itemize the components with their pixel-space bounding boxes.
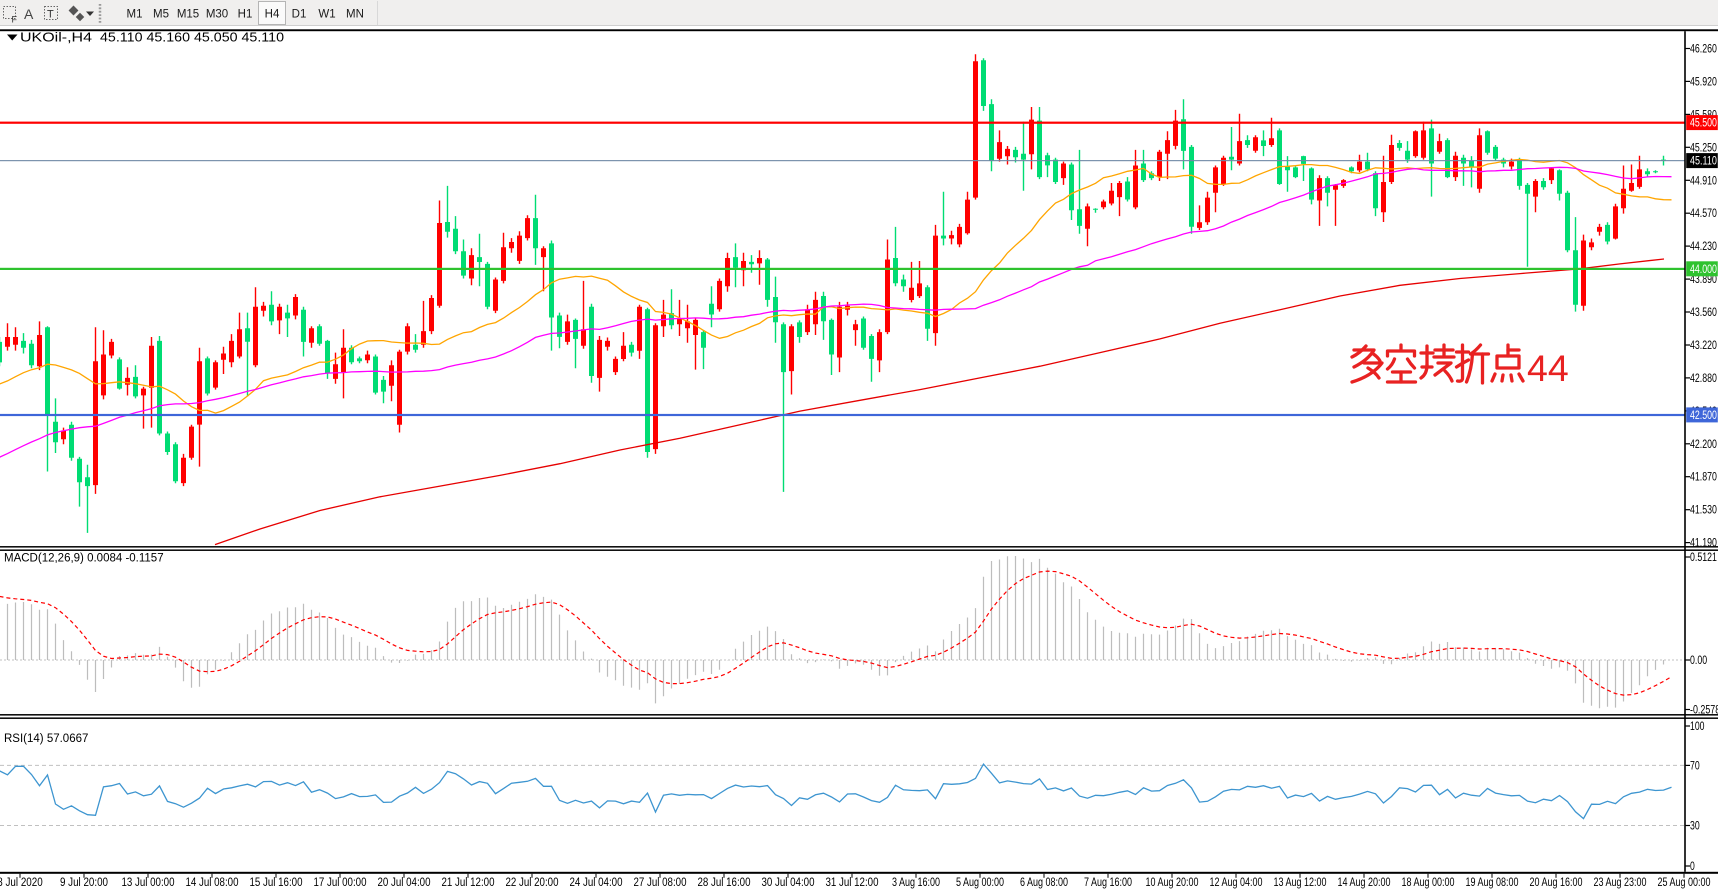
svg-text:20 Jul 04:00: 20 Jul 04:00 <box>378 877 431 889</box>
svg-text:31 Jul 12:00: 31 Jul 12:00 <box>826 877 879 889</box>
svg-text:0: 0 <box>1690 861 1695 873</box>
svg-text:3 Aug 16:00: 3 Aug 16:00 <box>892 877 940 889</box>
svg-text:H1: H1 <box>238 9 253 21</box>
svg-text:10 Aug 20:00: 10 Aug 20:00 <box>1146 877 1199 889</box>
svg-text:T: T <box>47 9 54 21</box>
svg-text:17 Jul 00:00: 17 Jul 00:00 <box>314 877 367 889</box>
svg-text:M30: M30 <box>206 9 228 21</box>
svg-text:30: 30 <box>1690 821 1700 833</box>
svg-text:M5: M5 <box>153 9 169 21</box>
svg-text:43.890: 43.890 <box>1690 274 1717 286</box>
svg-text:6 Aug 08:00: 6 Aug 08:00 <box>1020 877 1068 889</box>
svg-text:D1: D1 <box>292 9 307 21</box>
svg-text:0.5121: 0.5121 <box>1690 552 1717 564</box>
svg-text:70: 70 <box>1690 760 1700 772</box>
svg-text:12 Aug 04:00: 12 Aug 04:00 <box>1210 877 1263 889</box>
svg-text:H4: H4 <box>265 9 280 21</box>
svg-text:42.500: 42.500 <box>1690 410 1717 422</box>
svg-text:20 Aug 16:00: 20 Aug 16:00 <box>1530 877 1583 889</box>
svg-text:24 Jul 04:00: 24 Jul 04:00 <box>570 877 623 889</box>
svg-text:27 Jul 08:00: 27 Jul 08:00 <box>634 877 687 889</box>
svg-text:43.560: 43.560 <box>1690 307 1717 319</box>
svg-text:9 Jul 20:00: 9 Jul 20:00 <box>60 877 108 889</box>
svg-text:A: A <box>24 6 34 22</box>
svg-text:MN: MN <box>346 9 364 21</box>
svg-text:RSI(14) 57.0667: RSI(14) 57.0667 <box>4 733 88 745</box>
svg-text:45.250: 45.250 <box>1690 142 1717 154</box>
svg-text:28 Jul 16:00: 28 Jul 16:00 <box>698 877 751 889</box>
svg-text:5 Aug 00:00: 5 Aug 00:00 <box>956 877 1004 889</box>
svg-text:7 Aug 16:00: 7 Aug 16:00 <box>1084 877 1132 889</box>
svg-text:14 Aug 20:00: 14 Aug 20:00 <box>1338 877 1391 889</box>
svg-text:F: F <box>12 15 18 25</box>
svg-text:22 Jul 20:00: 22 Jul 20:00 <box>506 877 559 889</box>
svg-text:19 Aug 08:00: 19 Aug 08:00 <box>1466 877 1519 889</box>
svg-text:13 Jul 00:00: 13 Jul 00:00 <box>122 877 175 889</box>
svg-text:45.110: 45.110 <box>1690 156 1717 168</box>
svg-text:100: 100 <box>1690 721 1705 733</box>
svg-text:30 Jul 04:00: 30 Jul 04:00 <box>762 877 815 889</box>
svg-text:18 Aug 00:00: 18 Aug 00:00 <box>1402 877 1455 889</box>
svg-text:45.500: 45.500 <box>1690 118 1717 130</box>
svg-text:14 Jul 08:00: 14 Jul 08:00 <box>186 877 239 889</box>
svg-text:45.920: 45.920 <box>1690 76 1717 88</box>
svg-text:43.220: 43.220 <box>1690 340 1717 352</box>
svg-text:W1: W1 <box>318 9 335 21</box>
svg-text:41.190: 41.190 <box>1690 538 1717 550</box>
svg-text:MACD(12,26,9) 0.0084 -0.1157: MACD(12,26,9) 0.0084 -0.1157 <box>4 553 164 565</box>
svg-text:44.910: 44.910 <box>1690 175 1717 187</box>
svg-text:44.570: 44.570 <box>1690 208 1717 220</box>
svg-text:M1: M1 <box>127 9 143 21</box>
svg-text:23 Aug 23:00: 23 Aug 23:00 <box>1594 877 1647 889</box>
svg-text:UKOil-,H4: UKOil-,H4 <box>20 31 92 45</box>
svg-text:46.260: 46.260 <box>1690 44 1717 56</box>
svg-text:8 Jul 2020: 8 Jul 2020 <box>0 877 43 889</box>
svg-text:-0.2578: -0.2578 <box>1690 705 1718 717</box>
svg-text:0.00: 0.00 <box>1690 655 1707 667</box>
svg-text:44.000: 44.000 <box>1690 264 1717 276</box>
svg-text:21 Jul 12:00: 21 Jul 12:00 <box>442 877 495 889</box>
svg-text:44.230: 44.230 <box>1690 241 1717 253</box>
svg-text:42.200: 42.200 <box>1690 439 1717 451</box>
svg-text:M15: M15 <box>177 9 199 21</box>
svg-text:13 Aug 12:00: 13 Aug 12:00 <box>1274 877 1327 889</box>
svg-text:41.870: 41.870 <box>1690 472 1717 484</box>
svg-text:25 Aug 00:00: 25 Aug 00:00 <box>1658 877 1711 889</box>
svg-text:42.880: 42.880 <box>1690 373 1717 385</box>
svg-text:15 Jul 16:00: 15 Jul 16:00 <box>250 877 303 889</box>
svg-text:41.530: 41.530 <box>1690 505 1717 517</box>
svg-text:44: 44 <box>1527 347 1569 389</box>
svg-text:45.110 45.160 45.050 45.110: 45.110 45.160 45.050 45.110 <box>100 31 284 45</box>
